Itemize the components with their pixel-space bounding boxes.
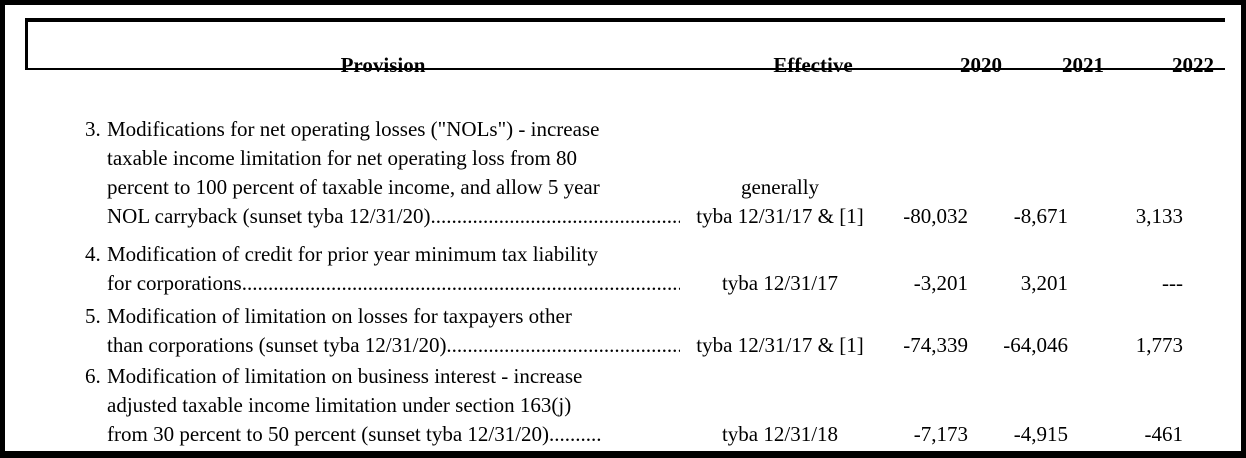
effective-date: tyba 12/31/18 <box>721 422 839 446</box>
provision-number: 6. <box>85 364 101 388</box>
table-row: 3. Modifications for net operating losses… <box>5 115 1241 231</box>
table-body: 3. Modifications for net operating losses… <box>5 115 1241 449</box>
value-2021: -64,046 <box>1003 333 1068 357</box>
provision-line: for corporations........................… <box>107 271 680 295</box>
value-2022: 1,773 <box>1135 333 1183 357</box>
effective-cell: generally tyba 12/31/17 & [1] <box>680 173 880 231</box>
provision-line: 6. Modification of limitation on business… <box>85 362 680 391</box>
provision-cell: 5. Modification of limitation on losses f… <box>85 302 680 360</box>
effective-date: tyba 12/31/17 & [1] <box>696 204 864 228</box>
value-2020: -7,173 <box>913 422 968 446</box>
provision-line: than corporations (sunset tyba 12/31/20)… <box>107 333 680 357</box>
column-header-effective: Effective <box>773 53 853 77</box>
table-row: 6. Modification of limitation on business… <box>5 362 1241 449</box>
provision-number: 4. <box>85 242 101 266</box>
column-header-2021: 2021 <box>1062 53 1104 77</box>
provision-line: 4. Modification of credit for prior year … <box>85 240 680 269</box>
value-2022: -461 <box>1144 422 1184 446</box>
effective-date: tyba 12/31/17 & [1] <box>696 333 864 357</box>
column-header-2020: 2020 <box>960 53 1002 77</box>
effective-cell: tyba 12/31/17 <box>680 269 880 298</box>
table-row: 4. Modification of credit for prior year … <box>5 240 1241 298</box>
value-2022: --- <box>1162 271 1183 295</box>
effective-date: tyba 12/31/17 <box>721 271 839 295</box>
provision-line: taxable income limitation for net operat… <box>107 146 578 170</box>
provision-line: 3. Modifications for net operating losses… <box>85 115 680 144</box>
value-2020: -3,201 <box>913 271 968 295</box>
provision-number: 3. <box>85 117 101 141</box>
value-2021: 3,201 <box>1020 271 1068 295</box>
provision-number: 5. <box>85 304 101 328</box>
effective-date: generally <box>740 175 820 199</box>
provision-line: NOL carryback (sunset tyba 12/31/20)....… <box>107 204 680 228</box>
value-2022: 3,133 <box>1135 204 1183 228</box>
provision-line: adjusted taxable income limitation under… <box>107 393 572 417</box>
value-2020: -74,339 <box>903 333 968 357</box>
effective-cell: tyba 12/31/17 & [1] <box>680 331 880 360</box>
value-2020: -80,032 <box>903 204 968 228</box>
value-2021: -4,915 <box>1013 422 1068 446</box>
value-2021: -8,671 <box>1013 204 1068 228</box>
provision-line: percent to 100 percent of taxable income… <box>107 175 600 199</box>
column-header-2022: 2022 <box>1172 53 1214 77</box>
provision-line: from 30 percent to 50 percent (sunset ty… <box>107 422 602 446</box>
effective-cell: tyba 12/31/18 <box>680 420 880 449</box>
provision-line: 5. Modification of limitation on losses f… <box>85 302 680 331</box>
provision-cell: 4. Modification of credit for prior year … <box>85 240 680 298</box>
provision-cell: 3. Modifications for net operating losses… <box>85 115 680 231</box>
table-row: 5. Modification of limitation on losses f… <box>5 302 1241 360</box>
column-header-provision: Provision <box>340 53 426 77</box>
table-header-band: Provision Effective 2020 2021 2022 <box>25 18 1225 76</box>
provision-cell: 6. Modification of limitation on business… <box>85 362 680 449</box>
